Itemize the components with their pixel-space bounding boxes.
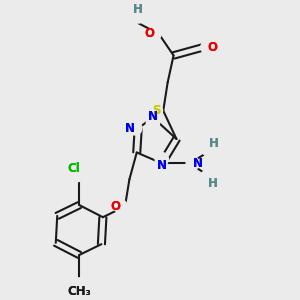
Text: O: O [111, 200, 121, 213]
Ellipse shape [148, 27, 161, 40]
Text: CH₃: CH₃ [68, 285, 91, 298]
Text: CH₃: CH₃ [68, 285, 91, 298]
Ellipse shape [149, 104, 163, 118]
Ellipse shape [114, 200, 127, 213]
Ellipse shape [186, 157, 199, 170]
Text: H: H [133, 3, 143, 16]
Text: N: N [193, 157, 203, 170]
Text: N: N [148, 110, 158, 123]
Text: Cl: Cl [67, 162, 80, 176]
Text: S: S [152, 104, 160, 117]
Text: O: O [144, 27, 154, 40]
Text: N: N [193, 157, 203, 170]
Text: H: H [209, 137, 219, 150]
Text: O: O [144, 27, 154, 40]
Text: H: H [207, 177, 217, 190]
Text: H: H [209, 137, 219, 150]
Text: N: N [157, 159, 167, 172]
Ellipse shape [60, 169, 87, 182]
Text: O: O [207, 41, 218, 54]
Text: O: O [111, 200, 121, 213]
Text: N: N [125, 122, 135, 135]
Ellipse shape [201, 170, 214, 184]
Ellipse shape [132, 10, 145, 23]
Text: S: S [152, 104, 160, 117]
Text: H: H [207, 177, 217, 190]
Ellipse shape [129, 122, 142, 135]
Text: O: O [207, 41, 218, 54]
Ellipse shape [201, 40, 214, 54]
Text: Cl: Cl [67, 162, 80, 176]
Text: N: N [148, 110, 158, 123]
Ellipse shape [155, 152, 168, 166]
Text: H: H [133, 3, 143, 16]
Ellipse shape [59, 278, 99, 291]
Text: N: N [157, 159, 167, 172]
Ellipse shape [202, 143, 215, 157]
Text: N: N [125, 122, 135, 135]
Ellipse shape [146, 116, 160, 130]
